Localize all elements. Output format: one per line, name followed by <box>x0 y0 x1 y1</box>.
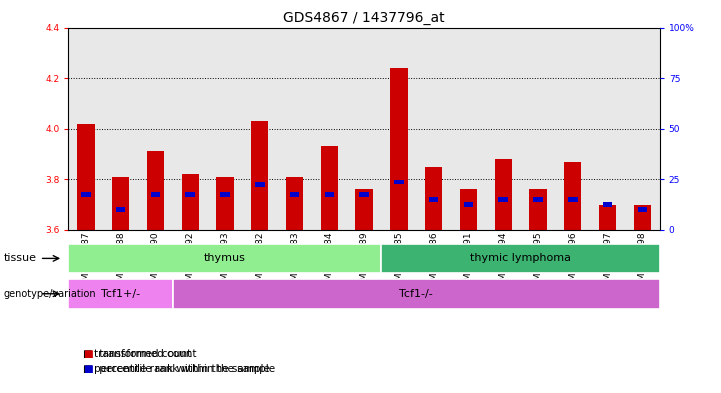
Bar <box>321 147 338 230</box>
Bar <box>103 28 138 230</box>
Bar <box>251 121 268 230</box>
Bar <box>359 192 369 197</box>
Bar <box>451 28 486 230</box>
Text: ■: ■ <box>83 364 93 375</box>
Bar <box>147 151 164 230</box>
Bar <box>498 197 508 202</box>
Text: percentile rank within the sample: percentile rank within the sample <box>94 364 270 375</box>
Bar <box>151 192 160 197</box>
Text: Tcf1+/-: Tcf1+/- <box>101 289 140 299</box>
Bar <box>182 174 199 230</box>
Bar <box>81 192 91 197</box>
Text: ■  percentile rank within the sample: ■ percentile rank within the sample <box>83 364 275 375</box>
Bar <box>242 28 277 230</box>
Bar <box>347 28 381 230</box>
Bar <box>486 28 521 230</box>
Bar <box>394 180 404 184</box>
Bar <box>390 68 407 230</box>
Bar <box>521 28 555 230</box>
Text: thymic lymphoma: thymic lymphoma <box>470 253 571 263</box>
Title: GDS4867 / 1437796_at: GDS4867 / 1437796_at <box>283 11 445 25</box>
Bar <box>495 159 512 230</box>
Text: ■: ■ <box>83 349 93 359</box>
Text: transformed count: transformed count <box>94 349 191 359</box>
Bar <box>173 28 208 230</box>
Bar <box>290 192 299 197</box>
Bar <box>286 177 304 230</box>
Bar <box>464 202 473 207</box>
Bar <box>381 244 660 273</box>
Bar <box>312 28 347 230</box>
Text: tissue: tissue <box>4 253 37 263</box>
Bar <box>116 208 125 212</box>
Text: thymus: thymus <box>204 253 246 263</box>
Bar <box>555 28 590 230</box>
Bar <box>77 124 94 230</box>
Bar <box>255 182 265 187</box>
Bar <box>68 279 173 309</box>
Bar <box>429 197 438 202</box>
Bar <box>185 192 195 197</box>
Text: Tcf1-/-: Tcf1-/- <box>399 289 433 299</box>
Bar <box>208 28 242 230</box>
Bar <box>634 205 651 230</box>
Bar <box>425 167 443 230</box>
Bar <box>220 192 230 197</box>
Bar <box>637 208 647 212</box>
Bar <box>599 205 616 230</box>
Bar <box>68 244 381 273</box>
Bar <box>138 28 173 230</box>
Bar <box>355 189 373 230</box>
Bar <box>173 279 660 309</box>
Bar <box>416 28 451 230</box>
Bar <box>381 28 416 230</box>
Bar <box>68 28 103 230</box>
Bar <box>460 189 477 230</box>
Bar <box>603 202 612 207</box>
Text: ■  transformed count: ■ transformed count <box>83 349 196 359</box>
Bar <box>112 177 129 230</box>
Bar <box>534 197 543 202</box>
Text: genotype/variation: genotype/variation <box>4 289 96 299</box>
Bar <box>324 192 334 197</box>
Bar <box>277 28 312 230</box>
Bar <box>216 177 234 230</box>
Bar <box>568 197 578 202</box>
Bar <box>529 189 547 230</box>
Bar <box>590 28 625 230</box>
Bar <box>564 162 581 230</box>
Bar <box>625 28 660 230</box>
